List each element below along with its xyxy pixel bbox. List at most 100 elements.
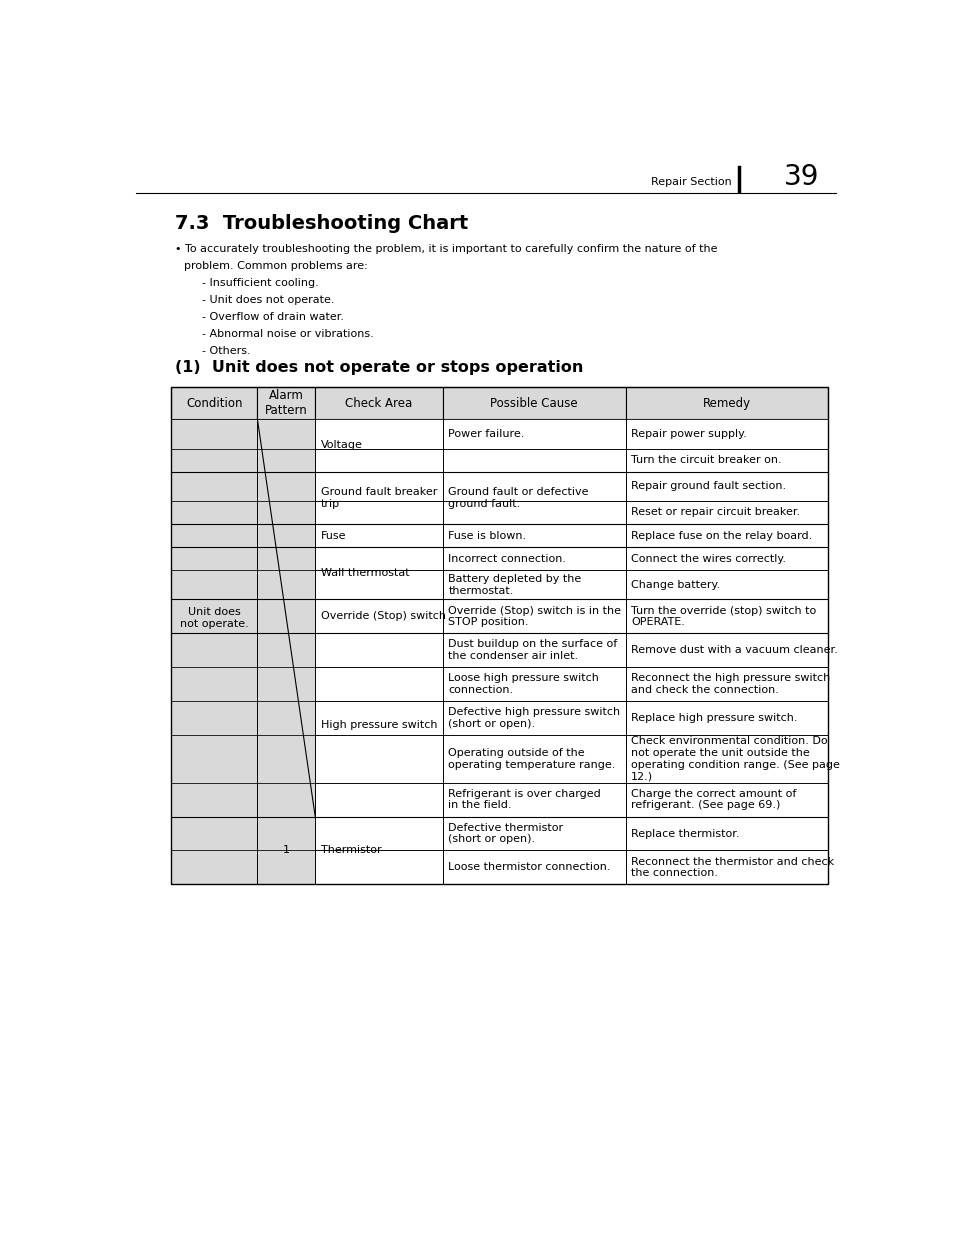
Bar	[257, 667, 314, 701]
Bar	[625, 524, 827, 547]
Text: - Abnormal noise or vibrations.: - Abnormal noise or vibrations.	[202, 330, 374, 340]
Bar	[625, 472, 827, 501]
Bar	[257, 472, 314, 501]
Text: - Others.: - Others.	[202, 346, 251, 356]
Bar	[257, 524, 314, 547]
Bar	[171, 634, 257, 667]
Text: Turn the circuit breaker on.: Turn the circuit breaker on.	[631, 454, 781, 466]
Text: Power failure.: Power failure.	[448, 429, 524, 438]
Bar	[257, 851, 314, 884]
Text: Unit does
not operate.: Unit does not operate.	[180, 608, 249, 629]
Bar	[171, 735, 257, 783]
Text: Check environmental condition. Do
not operate the unit outside the
operating con: Check environmental condition. Do not op…	[631, 736, 839, 782]
Text: Remove dust with a vacuum cleaner.: Remove dust with a vacuum cleaner.	[631, 645, 837, 656]
Bar	[171, 419, 257, 448]
Bar	[442, 816, 625, 851]
Bar	[442, 524, 625, 547]
Bar	[257, 599, 314, 634]
Bar	[442, 571, 625, 599]
Text: Change battery.: Change battery.	[631, 579, 720, 590]
Text: Ground fault or defective
ground fault.: Ground fault or defective ground fault.	[448, 487, 588, 509]
Text: Thermistor: Thermistor	[320, 846, 381, 856]
Bar	[625, 851, 827, 884]
Text: (1)  Unit does not operate or stops operation: (1) Unit does not operate or stops opera…	[174, 359, 583, 375]
Bar	[171, 701, 257, 735]
Bar	[171, 816, 257, 851]
Text: Refrigerant is over charged
in the field.: Refrigerant is over charged in the field…	[448, 789, 600, 810]
Bar	[257, 501, 314, 524]
Bar	[257, 387, 314, 419]
Bar	[257, 448, 314, 472]
Text: • To accurately troubleshooting the problem, it is important to carefully confir: • To accurately troubleshooting the prob…	[174, 245, 717, 254]
Text: problem. Common problems are:: problem. Common problems are:	[184, 262, 368, 272]
Text: Remedy: Remedy	[702, 396, 750, 410]
Text: High pressure switch: High pressure switch	[320, 720, 436, 730]
Text: Repair Section: Repair Section	[650, 177, 731, 186]
Bar	[171, 783, 257, 816]
Bar	[314, 816, 442, 851]
Bar	[625, 816, 827, 851]
Text: Defective thermistor
(short or open).: Defective thermistor (short or open).	[448, 823, 563, 845]
Bar	[171, 387, 257, 419]
Bar	[625, 667, 827, 701]
Bar	[442, 783, 625, 816]
Bar	[625, 571, 827, 599]
Text: 39: 39	[782, 163, 818, 190]
Bar	[171, 571, 257, 599]
Bar	[314, 783, 442, 816]
Bar	[442, 501, 625, 524]
Bar	[314, 419, 442, 448]
Bar	[257, 547, 314, 571]
Text: Ground fault breaker
trip: Ground fault breaker trip	[320, 487, 436, 509]
Bar	[625, 501, 827, 524]
Bar	[314, 448, 442, 472]
Text: Loose thermistor connection.: Loose thermistor connection.	[448, 862, 610, 872]
Bar	[314, 501, 442, 524]
Bar	[625, 783, 827, 816]
Bar	[442, 387, 625, 419]
Text: Loose high pressure switch
connection.: Loose high pressure switch connection.	[448, 673, 598, 695]
Bar	[314, 547, 442, 571]
Text: 7.3  Troubleshooting Chart: 7.3 Troubleshooting Chart	[174, 214, 468, 232]
Text: Override (Stop) switch is in the
STOP position.: Override (Stop) switch is in the STOP po…	[448, 605, 620, 627]
Bar	[257, 634, 314, 667]
Bar	[314, 387, 442, 419]
Bar	[171, 851, 257, 884]
Bar	[171, 599, 257, 634]
Bar	[171, 472, 257, 501]
Text: Repair ground fault section.: Repair ground fault section.	[631, 482, 785, 492]
Text: Turn the override (stop) switch to
OPERATE.: Turn the override (stop) switch to OPERA…	[631, 605, 816, 627]
Text: Override (Stop) switch: Override (Stop) switch	[320, 611, 445, 621]
Bar	[442, 419, 625, 448]
Bar	[625, 448, 827, 472]
Text: - Overflow of drain water.: - Overflow of drain water.	[202, 312, 344, 322]
Bar	[257, 783, 314, 816]
Bar	[625, 547, 827, 571]
Bar	[314, 524, 442, 547]
Text: Condition: Condition	[186, 396, 242, 410]
Bar	[257, 701, 314, 735]
Bar	[625, 419, 827, 448]
Bar	[625, 599, 827, 634]
Bar	[257, 735, 314, 783]
Bar	[442, 634, 625, 667]
Bar	[442, 547, 625, 571]
Bar	[171, 547, 257, 571]
Text: Alarm
Pattern: Alarm Pattern	[265, 389, 308, 417]
Bar	[314, 571, 442, 599]
Text: 1: 1	[282, 846, 290, 856]
Bar	[442, 701, 625, 735]
Bar	[171, 501, 257, 524]
Bar	[442, 851, 625, 884]
Bar	[625, 735, 827, 783]
Text: Reconnect the high pressure switch
and check the connection.: Reconnect the high pressure switch and c…	[631, 673, 829, 695]
Text: Defective high pressure switch
(short or open).: Defective high pressure switch (short or…	[448, 708, 619, 729]
Bar	[442, 735, 625, 783]
Text: Possible Cause: Possible Cause	[490, 396, 578, 410]
Text: Replace fuse on the relay board.: Replace fuse on the relay board.	[631, 531, 812, 541]
Bar	[442, 667, 625, 701]
Bar	[314, 472, 442, 501]
Bar	[625, 701, 827, 735]
Text: Replace thermistor.: Replace thermistor.	[631, 829, 739, 839]
Text: Fuse: Fuse	[320, 531, 346, 541]
